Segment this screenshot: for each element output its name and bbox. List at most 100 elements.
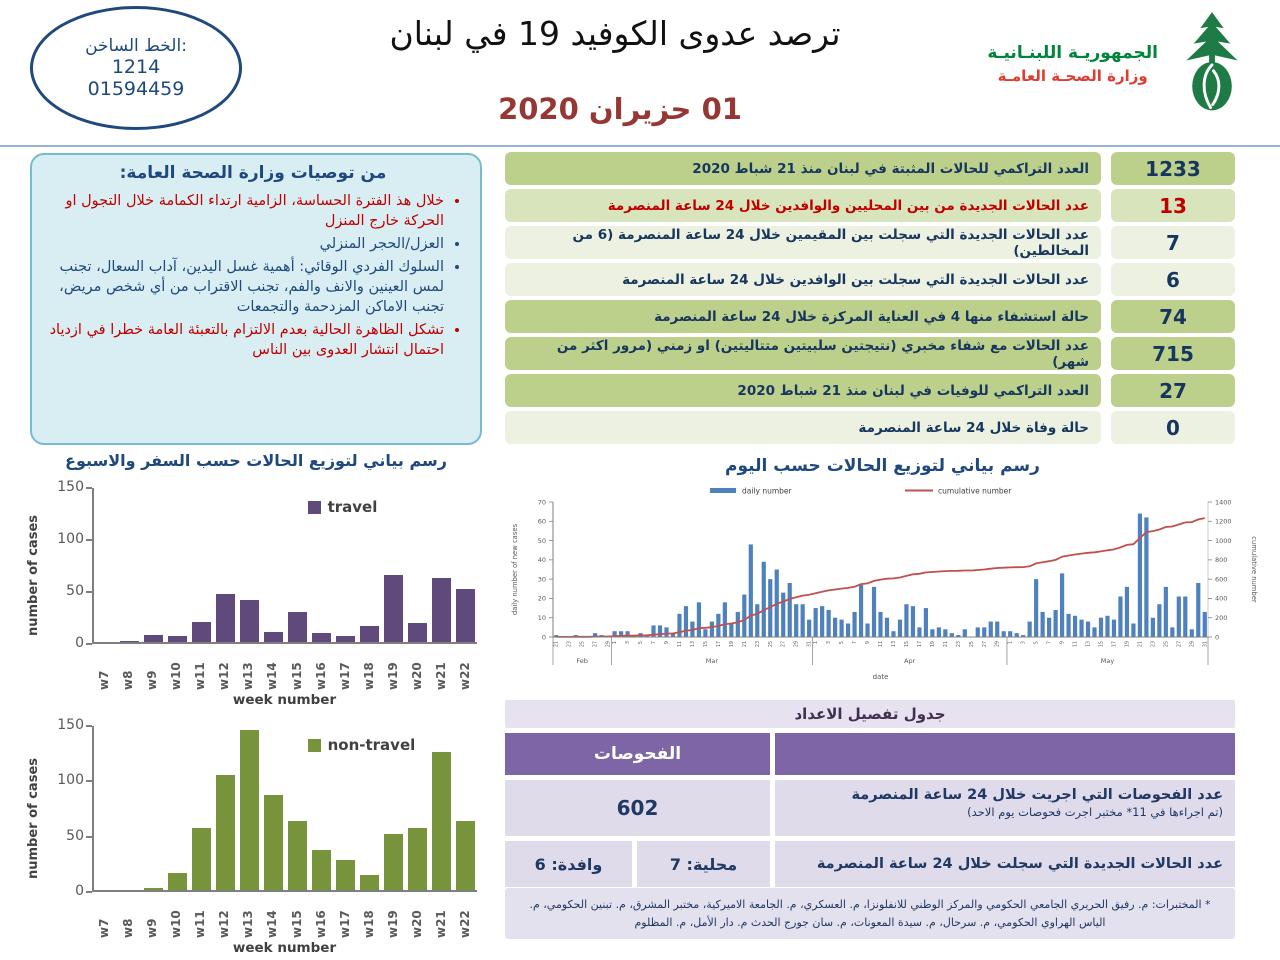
bar <box>120 640 140 642</box>
y-tick <box>86 539 92 541</box>
svg-text:21: 21 <box>1137 641 1143 647</box>
bar <box>240 729 260 890</box>
x-tick-label: w16 <box>313 910 328 938</box>
svg-text:1200: 1200 <box>1215 518 1232 526</box>
legend-swatch <box>307 500 321 514</box>
svg-text:Mar: Mar <box>706 657 719 665</box>
x-tick-label: w19 <box>385 662 400 690</box>
travel-chart: 0 50 100 150 w7 w8 w9 w10 w11 w12 w13 w14 w15 w16 w17 w… <box>26 476 485 708</box>
svg-text:7: 7 <box>852 641 858 644</box>
y-tick-label: 50 <box>66 583 84 599</box>
recommendations-list: خلال هذ الفترة الحساسة، الزامية ارتداء ا… <box>42 191 464 360</box>
svg-text:9: 9 <box>865 641 871 644</box>
y-axis-title: number of cases <box>26 515 41 636</box>
svg-text:21: 21 <box>742 641 748 647</box>
x-tick-label: w18 <box>361 662 376 690</box>
svg-text:200: 200 <box>1215 614 1227 622</box>
svg-text:600: 600 <box>1215 575 1227 583</box>
svg-text:0: 0 <box>542 633 546 641</box>
svg-text:25: 25 <box>1163 641 1169 647</box>
x-tick-label: w10 <box>169 910 184 938</box>
tests-count-label-cell: عدد الفحوصات التي اجريت خلال 24 ساعة الم… <box>775 780 1235 836</box>
hotline-number-long: 01594459 <box>87 78 185 100</box>
bar <box>407 623 427 642</box>
bar <box>335 635 355 642</box>
y-tick-label: 0 <box>75 883 84 899</box>
stat-row: حالة استشفاء منها 4 في العناية المركزة خ… <box>505 300 1235 333</box>
svg-text:31: 31 <box>1202 641 1208 647</box>
stat-label: عدد الحالات الجديدة التي سجلت بين الوافد… <box>505 263 1101 296</box>
svg-text:9: 9 <box>1060 641 1066 644</box>
svg-text:3: 3 <box>1021 641 1027 644</box>
stat-row: العدد التراكمي للحالات المثبتة في لبنان … <box>505 152 1235 185</box>
recommendation-item: تشكل الظاهرة الحالية بعدم الالتزام بالتع… <box>42 320 444 360</box>
svg-text:5: 5 <box>839 641 845 644</box>
svg-text:70: 70 <box>538 498 546 506</box>
svg-text:13: 13 <box>891 641 897 647</box>
new-cases-local-value: محلية: 7 <box>637 841 770 887</box>
bar <box>359 874 379 890</box>
svg-text:daily number: daily number <box>742 487 793 496</box>
stat-row: العدد التراكمي للوفيات في لبنان منذ 21 ش… <box>505 374 1235 407</box>
x-tick-label: w9 <box>145 670 160 690</box>
bar <box>240 600 260 642</box>
svg-text:19: 19 <box>729 641 735 647</box>
bar <box>335 860 355 890</box>
stat-label: حالة استشفاء منها 4 في العناية المركزة خ… <box>505 300 1101 333</box>
svg-text:17: 17 <box>917 641 923 647</box>
stat-label: عدد الحالات الجديدة التي سجلت بين المقيم… <box>505 226 1101 259</box>
x-tick-label: w12 <box>217 662 232 690</box>
svg-text:cumulative number: cumulative number <box>938 487 1012 496</box>
y-tick-label: 100 <box>57 772 84 789</box>
svg-text:23: 23 <box>1150 641 1156 647</box>
svg-text:800: 800 <box>1215 556 1227 564</box>
labs-footnote: * المختبرات: م. رفيق الحريري الجامعي الح… <box>505 888 1235 940</box>
stat-label: عدد الحالات مع شفاء مخبري (نتيجتين سلبيت… <box>505 337 1101 370</box>
x-tick-label: w7 <box>97 918 112 938</box>
bar <box>216 774 236 890</box>
svg-text:1: 1 <box>612 641 618 644</box>
recommendations-box: من توصيات وزارة الصحة العامة: خلال هذ ال… <box>30 153 482 445</box>
svg-text:25: 25 <box>768 641 774 647</box>
svg-text:5: 5 <box>638 641 644 644</box>
x-tick-label: w20 <box>409 662 424 690</box>
ministry-name-line1: الجمهوريـة اللبنـانيـة <box>987 43 1158 63</box>
x-tick-label: w13 <box>241 662 256 690</box>
stat-row: عدد الحالات الجديدة التي سجلت بين الوافد… <box>505 263 1235 296</box>
svg-text:25: 25 <box>580 641 586 647</box>
svg-text:11: 11 <box>1073 641 1079 647</box>
y-tick-label: 100 <box>57 531 84 547</box>
y-tick-label: 50 <box>66 827 84 844</box>
x-tick-label: w22 <box>457 662 472 690</box>
svg-text:19: 19 <box>930 641 936 647</box>
bar <box>168 635 188 642</box>
svg-text:60: 60 <box>538 518 546 526</box>
svg-text:15: 15 <box>1098 641 1104 647</box>
bar <box>311 850 331 890</box>
weekly-chart-title: رسم بياني لتوزيع الحالات حسب السفر والاس… <box>65 451 447 470</box>
svg-text:1: 1 <box>813 641 819 644</box>
svg-text:7: 7 <box>651 641 657 644</box>
tests-header-spacer <box>775 733 1235 775</box>
y-tick-label: 150 <box>57 717 84 733</box>
svg-text:Feb: Feb <box>576 657 588 665</box>
svg-text:23: 23 <box>755 641 761 647</box>
new-cases-arrival-value: وافدة: 6 <box>505 841 632 887</box>
bar <box>192 622 212 642</box>
tests-header-cell: الفحوصات <box>505 733 770 775</box>
report-header: الخط الساخن: 1214 01594459 ترصد عدوى الك… <box>0 0 1280 147</box>
y-tick <box>86 487 92 489</box>
hotline-label: الخط الساخن: <box>85 36 187 56</box>
bar <box>287 821 307 890</box>
svg-text:21: 21 <box>554 641 560 647</box>
svg-text:13: 13 <box>1086 641 1092 647</box>
svg-text:9: 9 <box>664 641 670 644</box>
svg-text:29: 29 <box>1189 641 1195 647</box>
hotline-number-short: 1214 <box>111 56 161 78</box>
bar <box>144 634 164 642</box>
y-tick <box>86 891 92 893</box>
bar <box>287 611 307 642</box>
svg-text:5: 5 <box>1034 641 1040 644</box>
bar <box>192 828 212 890</box>
svg-text:7: 7 <box>1047 641 1053 644</box>
